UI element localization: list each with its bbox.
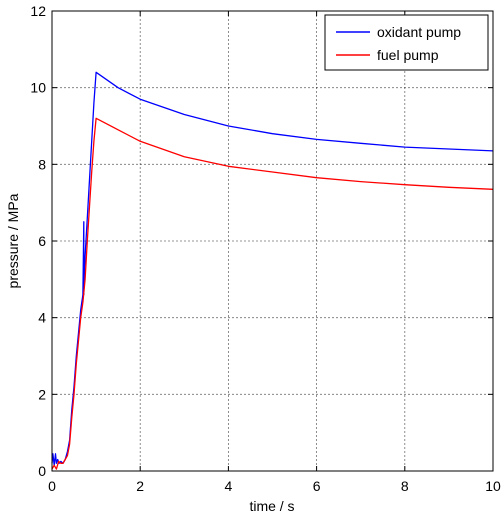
legend-box [324, 14, 489, 71]
y-tick-label: 12 [30, 3, 46, 19]
x-tick-label: 0 [48, 478, 56, 494]
series-line-fuel-pump [51, 117, 494, 470]
legend-label-fuel-pump: fuel pump [377, 47, 439, 63]
legend: oxidant pump fuel pump [324, 14, 489, 71]
x-tick-label: 10 [485, 478, 501, 494]
y-tick-label: 8 [38, 156, 46, 172]
series-line-oxidant-pump [51, 71, 494, 466]
series-layer [51, 71, 494, 470]
y-tick-label: 2 [38, 386, 46, 402]
y-tick-label: 0 [38, 463, 46, 479]
x-axis-label: time / s [249, 498, 294, 514]
ticks: 0 2 4 6 8 10 0 2 4 6 8 10 12 [30, 3, 501, 494]
legend-label-oxidant-pump: oxidant pump [377, 24, 461, 40]
y-tick-label: 10 [30, 80, 46, 96]
x-tick-label: 8 [401, 478, 409, 494]
x-tick-label: 6 [313, 478, 321, 494]
grid [52, 11, 493, 471]
x-tick-label: 4 [225, 478, 233, 494]
y-axis-label: pressure / MPa [5, 193, 21, 288]
x-tick-label: 2 [136, 478, 144, 494]
y-tick-label: 6 [38, 233, 46, 249]
y-tick-label: 4 [38, 310, 46, 326]
